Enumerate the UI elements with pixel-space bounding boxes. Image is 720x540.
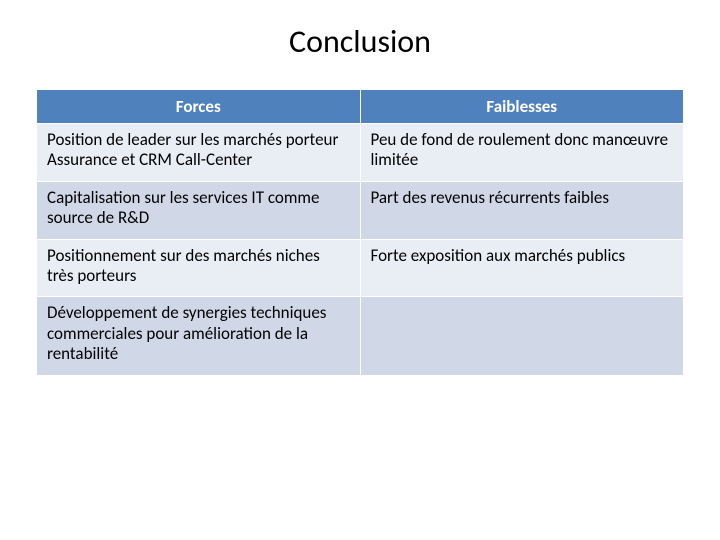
cell-faiblesses: Part des revenus récurrents faibles bbox=[360, 181, 684, 239]
col-header-forces: Forces bbox=[37, 90, 361, 124]
cell-forces: Position de leader sur les marchés porte… bbox=[37, 124, 361, 182]
cell-forces: Positionnement sur des marchés niches tr… bbox=[37, 239, 361, 297]
table-row: Capitalisation sur les services IT comme… bbox=[37, 181, 684, 239]
table-row: Positionnement sur des marchés niches tr… bbox=[37, 239, 684, 297]
slide: Conclusion Forces Faiblesses Position de… bbox=[0, 0, 720, 540]
table-row: Développement de synergies techniques co… bbox=[37, 297, 684, 375]
table-row: Position de leader sur les marchés porte… bbox=[37, 124, 684, 182]
slide-title: Conclusion bbox=[0, 0, 720, 89]
cell-faiblesses: Forte exposition aux marchés publics bbox=[360, 239, 684, 297]
cell-forces: Développement de synergies techniques co… bbox=[37, 297, 361, 375]
cell-faiblesses bbox=[360, 297, 684, 375]
cell-faiblesses: Peu de fond de roulement donc manœuvre l… bbox=[360, 124, 684, 182]
col-header-faiblesses: Faiblesses bbox=[360, 90, 684, 124]
table-header-row: Forces Faiblesses bbox=[37, 90, 684, 124]
swot-table: Forces Faiblesses Position de leader sur… bbox=[36, 89, 684, 376]
cell-forces: Capitalisation sur les services IT comme… bbox=[37, 181, 361, 239]
